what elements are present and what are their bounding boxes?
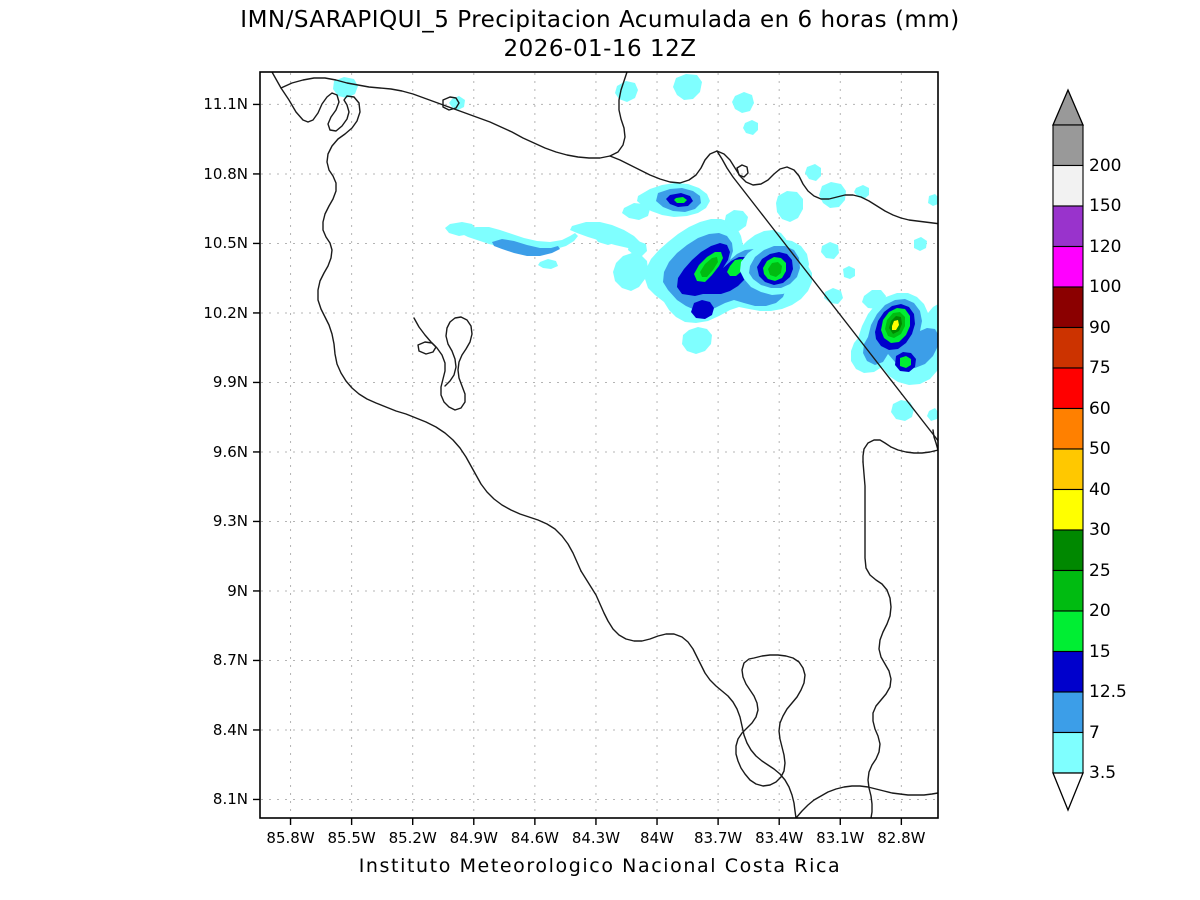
x-axis-tick-label: 85.5W: [327, 829, 376, 847]
colorbar-band: [1052, 245, 1084, 288]
colorbar-band: [1052, 164, 1084, 207]
y-axis-tick-label: 10.5N: [203, 234, 248, 253]
coastline-caribbean-southeast: [716, 150, 938, 443]
x-axis-tick-label: 82.8W: [877, 829, 926, 847]
colorbar-band: [1052, 407, 1084, 450]
y-axis-tick-label: 9.6N: [212, 442, 248, 461]
colorbar-tick-label: 60: [1089, 398, 1111, 419]
figure-title-line-2: 2026-01-16 12Z: [503, 36, 697, 63]
colorbar-tick-label: 120: [1089, 236, 1122, 257]
x-axis-tick-label: 84.3W: [571, 829, 621, 847]
colorbar-tick-label: 200: [1089, 155, 1122, 176]
inland-lake-nicaragua: [442, 96, 460, 111]
coastline-inlet-detail: [736, 164, 749, 178]
colorbar-band: [1052, 650, 1084, 693]
x-axis-tick-label: 84W: [640, 829, 674, 847]
x-axis-tick-label: 85.8W: [266, 829, 315, 847]
y-axis-tick-label: 9.9N: [212, 373, 248, 392]
y-axis-tick-label: 10.2N: [203, 303, 248, 322]
map-gridlines: [261, 73, 937, 817]
coastline-panama-border: [862, 461, 892, 818]
colorbar-tick-label: 20: [1089, 601, 1111, 621]
feature-caribbean-slope-cluster: [613, 182, 846, 354]
colorbar-band: [1052, 610, 1084, 653]
y-axis-tick-label: 10.8N: [203, 164, 248, 183]
x-axis-tick-label: 84.9W: [449, 829, 498, 847]
colorbar-tick-label: 7: [1089, 722, 1100, 743]
figure-title-block: IMN/SARAPIQUI_5 Precipitacion Acumulada …: [0, 6, 1200, 65]
y-axis-tick-label: 8.7N: [212, 651, 248, 670]
y-axis-tick-label: 11.1N: [203, 95, 248, 114]
colorbar-band: [1052, 286, 1084, 329]
coastline-pacific-central: [580, 570, 797, 818]
coastline-overlay: [271, 72, 938, 818]
x-axis-tick-label: 83.4W: [755, 829, 804, 847]
feature-southeast-caribbean-cell: [851, 290, 938, 421]
colorbar-band: [1052, 367, 1084, 410]
y-axis-tick-label: 9N: [227, 581, 248, 600]
coastline-osa-peninsula: [735, 654, 806, 787]
inland-lake-arenal: [417, 341, 437, 355]
colorbar-band: [1052, 569, 1084, 612]
colorbar-tick-label: 150: [1089, 196, 1122, 216]
colorbar-tick-label: 15: [1089, 641, 1111, 662]
x-axis-tick-label: 83.1W: [816, 829, 865, 847]
colorbar-band: [1052, 488, 1084, 531]
colorbar-tick-label: 50: [1089, 439, 1111, 459]
feature-north-coast-cell: [622, 183, 710, 220]
feature-western-elongated-band: [445, 222, 640, 269]
colorbar-tick-label: 100: [1089, 277, 1122, 297]
colorbar-band: [1052, 731, 1084, 774]
x-axis-tick-label: 84.6W: [510, 829, 559, 847]
coastline-nicoya-peninsula: [413, 316, 473, 411]
colorbar-tick-label: 90: [1089, 317, 1111, 338]
colorbar-under-arrow: [1052, 772, 1084, 812]
figure-credit: Instituto Meteorologico Nacional Costa R…: [358, 855, 842, 877]
precipitation-contours: [333, 74, 938, 421]
x-axis-tick-label: 83.7W: [693, 829, 743, 847]
colorbar-band: [1052, 691, 1084, 734]
axis-ticks: [253, 103, 903, 825]
colorbar-band: [1052, 448, 1084, 491]
coastline-pacific-panama: [795, 785, 938, 818]
colorbar-tick-label: 12.5: [1089, 682, 1127, 702]
colorbar-band: [1052, 205, 1084, 248]
coastline-border-caribbean: [609, 150, 938, 225]
y-axis-tick-label: 9.3N: [212, 512, 248, 531]
colorbar-band: [1052, 529, 1084, 572]
colorbar-tick-label: 75: [1089, 358, 1111, 378]
coastline-border-north: [280, 72, 628, 159]
y-axis-tick-label: 8.1N: [212, 790, 248, 809]
coastline-panama-caribbean: [932, 429, 938, 451]
x-axis-tick-label: 85.2W: [388, 829, 437, 847]
colorbar-tick-label: 30: [1089, 520, 1111, 540]
colorbar-tick-label: 3.5: [1089, 763, 1117, 783]
map-frame: [259, 71, 939, 819]
colorbar-tick-label: 25: [1089, 560, 1111, 581]
coastline-pacific-northwest: [271, 72, 582, 572]
colorbar-band: [1052, 326, 1084, 369]
figure-title-line-1: IMN/SARAPIQUI_5 Precipitacion Acumulada …: [240, 7, 960, 33]
colorbar-band: [1052, 124, 1084, 167]
colorbar-over-arrow: [1052, 88, 1084, 126]
coastline-panama-north: [862, 439, 938, 463]
y-axis-tick-label: 8.4N: [212, 720, 248, 739]
colorbar: [1052, 88, 1084, 812]
colorbar-tick-label: 40: [1089, 479, 1111, 500]
